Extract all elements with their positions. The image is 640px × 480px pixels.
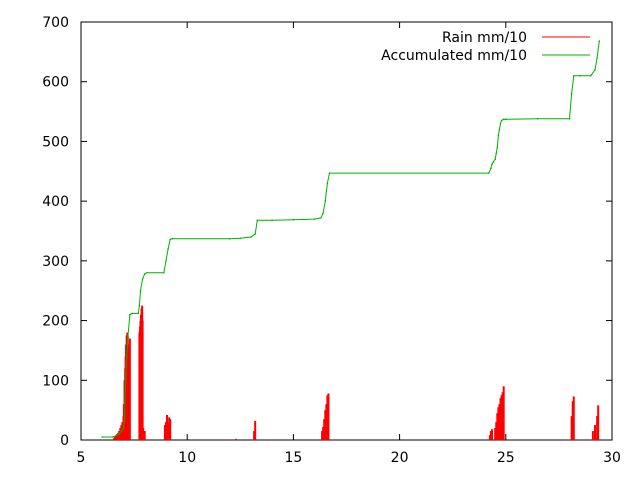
accumulated-line xyxy=(102,41,600,438)
series-0 xyxy=(112,305,600,440)
accumulated-point xyxy=(138,304,141,307)
y-tick-label: 200 xyxy=(42,314,69,330)
accumulated-point xyxy=(146,272,148,274)
accumulated-point xyxy=(250,236,252,238)
legend-label: Accumulated mm/10 xyxy=(381,48,527,64)
accumulated-point xyxy=(141,277,144,280)
accumulated-point xyxy=(320,217,322,219)
accumulated-point xyxy=(254,233,256,235)
accumulated-point xyxy=(502,118,505,121)
accumulated-point xyxy=(594,68,596,71)
accumulated-point xyxy=(589,74,592,77)
y-tick-label: 400 xyxy=(42,194,69,210)
accumulated-point xyxy=(228,237,231,240)
accumulated-point xyxy=(122,427,125,429)
accumulated-point xyxy=(488,172,490,174)
accumulated-point xyxy=(499,122,502,125)
x-tick-label: 30 xyxy=(603,450,621,466)
y-tick-label: 300 xyxy=(42,254,69,270)
accumulated-point xyxy=(568,117,571,120)
x-tick-label: 15 xyxy=(284,450,302,466)
accumulated-point xyxy=(496,146,499,149)
accumulated-point xyxy=(490,167,492,170)
accumulated-point xyxy=(112,436,114,438)
accumulated-point xyxy=(171,237,174,240)
accumulated-point xyxy=(129,313,131,316)
accumulated-point xyxy=(124,379,127,382)
accumulated-point xyxy=(596,57,598,59)
accumulated-point xyxy=(322,212,324,214)
accumulated-point xyxy=(492,161,494,164)
accumulated-point xyxy=(123,415,126,417)
accumulated-point xyxy=(163,272,165,274)
accumulated-point xyxy=(101,436,104,438)
series-1 xyxy=(101,40,601,438)
accumulated-point xyxy=(313,218,316,220)
plot-frame xyxy=(80,21,613,441)
accumulated-point xyxy=(143,273,146,275)
accumulated-point xyxy=(137,312,140,315)
accumulated-point xyxy=(165,260,167,262)
accumulated-point xyxy=(536,117,539,120)
accumulated-point xyxy=(497,134,500,137)
accumulated-point xyxy=(126,337,129,340)
series-layer xyxy=(101,40,601,440)
x-tick-label: 25 xyxy=(497,450,515,466)
accumulated-point xyxy=(579,74,581,77)
axis-ticks: 0 100 200 300 400 500 600 700 5 10 15 20 25 30 xyxy=(42,15,621,466)
x-tick-label: 20 xyxy=(391,450,409,466)
accumulated-point xyxy=(131,312,133,315)
accumulated-point xyxy=(139,289,142,292)
accumulated-point xyxy=(271,219,273,222)
accumulated-point xyxy=(598,40,601,42)
x-tick-label: 5 xyxy=(77,450,86,466)
y-tick-label: 700 xyxy=(42,15,69,31)
y-tick-label: 600 xyxy=(42,75,69,91)
accumulated-point xyxy=(324,200,327,202)
y-tick-label: 100 xyxy=(42,373,69,389)
accumulated-point xyxy=(125,355,128,358)
accumulated-point xyxy=(326,182,329,185)
accumulated-point xyxy=(495,152,498,155)
accumulated-point xyxy=(570,92,573,95)
accumulated-point xyxy=(494,158,496,161)
accumulated-point xyxy=(120,430,123,432)
y-tick-label: 500 xyxy=(42,134,69,150)
accumulated-point xyxy=(167,248,169,250)
legend: Rain mm/10 Accumulated mm/10 xyxy=(381,30,590,64)
accumulated-point xyxy=(328,172,331,174)
legend-label: Rain mm/10 xyxy=(442,30,527,46)
accumulated-point xyxy=(256,219,259,222)
accumulated-point xyxy=(491,163,493,165)
accumulated-point xyxy=(498,128,501,131)
accumulated-point xyxy=(292,218,295,221)
accumulated-point xyxy=(118,433,121,435)
accumulated-point xyxy=(505,118,507,121)
accumulated-point xyxy=(239,237,242,239)
x-tick-label: 10 xyxy=(178,450,196,466)
accumulated-point xyxy=(169,238,172,241)
accumulated-point xyxy=(500,119,503,122)
accumulated-point xyxy=(116,434,118,437)
accumulated-point xyxy=(572,74,575,77)
y-tick-label: 0 xyxy=(60,433,69,449)
